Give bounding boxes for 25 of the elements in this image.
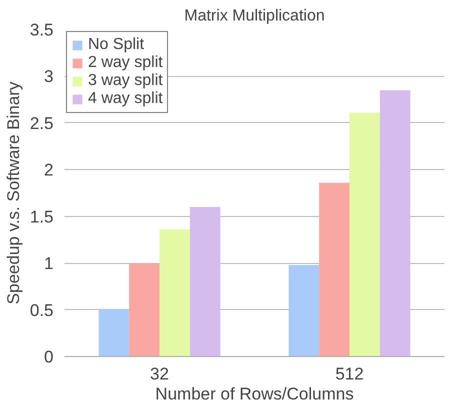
legend-label: 3 way split: [88, 72, 163, 90]
bar: [129, 263, 160, 356]
y-tick-label: 3.5: [30, 20, 54, 40]
bar: [190, 207, 220, 356]
y-tick-label: 2.5: [30, 114, 54, 133]
y-tick-label: 1: [44, 254, 54, 274]
bar: [288, 264, 320, 356]
y-tick-label: 0.5: [30, 300, 54, 320]
chart-title: Matrix Multiplication: [184, 8, 325, 24]
bar: [98, 308, 130, 356]
x-tick-label: 32: [150, 364, 169, 384]
y-tick-label: 3: [44, 67, 54, 86]
y-tick-label: 2: [44, 160, 54, 180]
legend-label: 2 way split: [88, 54, 163, 72]
legend-label: No Split: [88, 36, 144, 54]
bar: [160, 229, 190, 356]
bar: [380, 90, 410, 356]
legend-label: 4 way split: [88, 90, 163, 108]
y-tick-label: 1.5: [30, 207, 54, 226]
y-axis-title: Speedup v.s. Software Binary: [4, 81, 23, 304]
y-tick-label: 0: [44, 348, 54, 366]
x-axis-title: Number of Rows/Columns: [155, 384, 354, 404]
bar: [319, 182, 350, 356]
bar: [350, 112, 380, 356]
x-tick-label: 512: [335, 364, 364, 384]
